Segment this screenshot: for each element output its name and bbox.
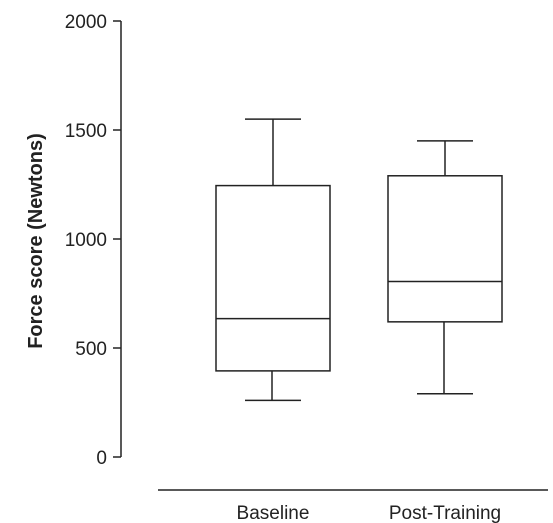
y-tick-label: 2000 (65, 12, 107, 33)
interquartile-box (387, 175, 503, 323)
interquartile-box (215, 184, 331, 372)
y-tick-label: 1000 (65, 230, 107, 251)
box-post-training (387, 140, 503, 395)
y-tick-label: 500 (75, 339, 107, 360)
y-axis-label: Force score (Newtons) (25, 133, 47, 349)
x-category-label: Post-Training (389, 503, 501, 523)
y-tick-label: 0 (96, 448, 107, 469)
boxes (215, 118, 503, 402)
y-ticks: 0 500 1000 1500 2000 (65, 12, 121, 469)
x-category-label: Baseline (237, 503, 310, 523)
y-tick-label: 1500 (65, 121, 107, 142)
x-categories: Baseline Post-Training (237, 503, 502, 523)
box-baseline (215, 118, 331, 402)
